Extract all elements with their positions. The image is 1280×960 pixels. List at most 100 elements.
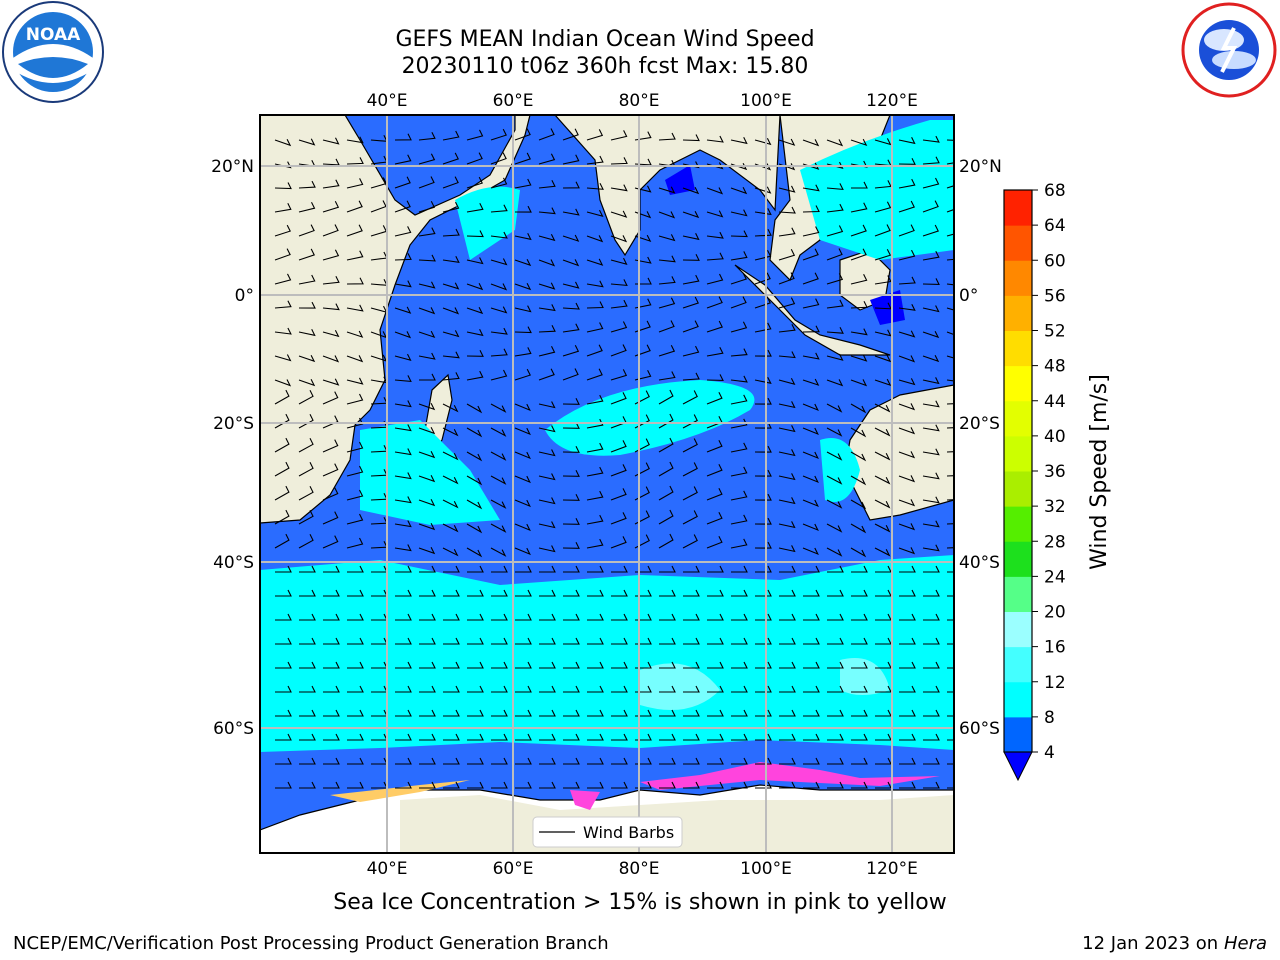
wind-barb — [731, 757, 748, 765]
wind-barb — [947, 715, 954, 717]
wind-barb — [539, 685, 556, 693]
wind-barb — [299, 565, 316, 573]
wind-barb — [802, 352, 820, 360]
wind-barb — [850, 427, 867, 438]
wind-barb — [443, 757, 460, 765]
colorbar-segment — [1004, 716, 1032, 753]
wind-barb — [298, 414, 314, 429]
wind-barb — [683, 565, 700, 573]
wind-barb — [682, 390, 698, 405]
wind-barb — [298, 462, 314, 477]
wind-barb — [346, 250, 364, 261]
wind-barb — [707, 589, 724, 597]
wind-barb — [586, 258, 604, 266]
wind-barb — [442, 307, 460, 315]
wind-barb — [418, 373, 436, 381]
colorbar-segment — [1004, 471, 1032, 507]
tick-label: 120°E — [866, 859, 918, 879]
wind-barb — [394, 424, 412, 432]
chart-title: GEFS MEAN Indian Ocean Wind Speed — [395, 27, 815, 52]
colorbar-segment — [1004, 435, 1032, 472]
wind-barb — [778, 377, 796, 386]
wind-barb — [802, 205, 820, 213]
wind-barb — [898, 355, 916, 363]
wind-barb — [274, 224, 291, 237]
wind-barb — [275, 613, 292, 621]
wind-barb — [922, 250, 940, 261]
wind-barb — [419, 637, 436, 645]
wind-barb — [346, 224, 363, 237]
wind-barb — [610, 321, 628, 333]
colorbar-segment — [1004, 365, 1032, 402]
wind-barb — [707, 685, 724, 693]
wind-barb — [874, 138, 892, 146]
colorbar-segment — [1004, 541, 1032, 577]
wind-barb — [539, 709, 556, 717]
tick-label: 40°S — [213, 553, 254, 573]
wind-barb — [874, 378, 892, 387]
wind-barb — [491, 757, 508, 765]
wind-barb — [515, 565, 532, 573]
wind-barb — [586, 155, 604, 165]
wind-barb — [298, 301, 316, 309]
wind-barb — [514, 451, 531, 460]
wind-barb — [778, 521, 796, 529]
wind-barb — [659, 781, 676, 789]
wind-barb — [610, 464, 627, 477]
wind-barb — [922, 330, 940, 339]
wind-barb — [515, 733, 532, 741]
wind-barb — [682, 462, 698, 477]
wind-barb — [898, 158, 916, 165]
wind-barb — [322, 391, 339, 405]
colorbar-tick-label: 56 — [1044, 286, 1066, 306]
wind-barb — [563, 613, 580, 621]
wind-barb — [491, 685, 508, 693]
wind-field-patch — [260, 555, 954, 752]
wind-barb — [443, 613, 460, 621]
wind-barb — [587, 661, 604, 669]
wind-barb — [707, 565, 724, 573]
wind-barb — [754, 228, 772, 237]
wind-barb — [539, 781, 556, 789]
wind-barb — [587, 589, 604, 597]
tick-label: 100°E — [740, 859, 792, 879]
wind-barb — [755, 733, 772, 741]
wind-barb — [850, 523, 867, 534]
wind-barb — [683, 733, 700, 741]
wind-barb — [322, 249, 340, 261]
wind-barb — [730, 187, 748, 195]
wind-barb — [754, 376, 772, 384]
wind-barb — [419, 781, 436, 789]
wind-barb — [850, 248, 867, 261]
wind-barb — [394, 226, 412, 237]
colorbar-tick-label: 8 — [1044, 708, 1055, 728]
wind-barb — [898, 475, 916, 483]
wind-barb — [563, 757, 580, 765]
wind-barb — [275, 733, 292, 741]
wind-barb — [395, 781, 412, 789]
wind-barb — [538, 324, 556, 333]
wind-barb — [850, 475, 867, 486]
colorbar-segment — [1004, 225, 1032, 261]
wind-barb — [947, 691, 954, 693]
wind-barb — [298, 274, 316, 285]
wind-barb — [538, 401, 556, 409]
graticule — [260, 115, 954, 853]
wind-barb — [586, 368, 603, 381]
wind-barb — [803, 613, 820, 621]
wind-barb — [802, 139, 820, 147]
wind-barb — [562, 422, 580, 429]
wind-barb — [707, 661, 724, 669]
wind-barb — [682, 372, 700, 381]
wind-barb — [682, 134, 700, 142]
wind-barb — [850, 328, 868, 336]
wind-barb — [755, 781, 772, 789]
wind-barb — [706, 296, 723, 309]
wind-barb — [274, 139, 292, 147]
wind-barb — [659, 757, 676, 765]
wind-barb — [418, 132, 436, 141]
wind-barb — [850, 379, 868, 387]
wind-barb — [683, 709, 700, 717]
wind-barb — [514, 152, 531, 165]
wind-barb — [467, 637, 484, 645]
